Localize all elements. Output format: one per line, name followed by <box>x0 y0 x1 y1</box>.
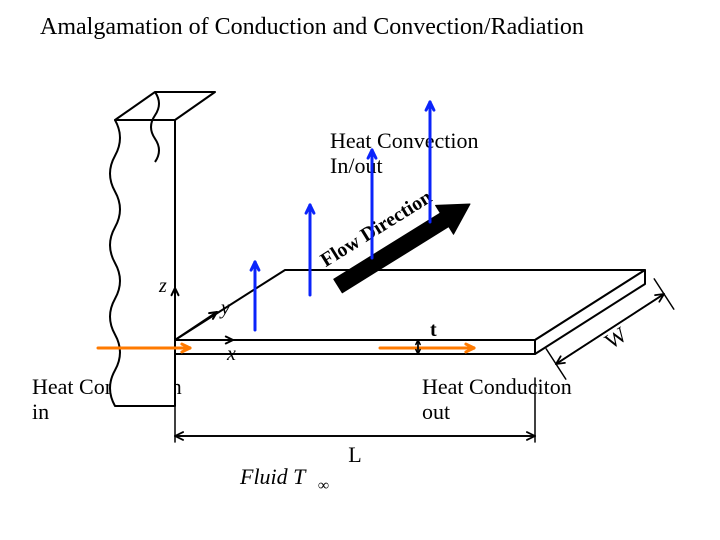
svg-text:t: t <box>430 319 437 341</box>
svg-text:L: L <box>348 442 361 467</box>
figure-svg: zxyFlow DirectiontLWFluid T∞ <box>0 0 720 540</box>
svg-text:Fluid T: Fluid T <box>239 464 307 489</box>
svg-text:∞: ∞ <box>318 477 329 494</box>
svg-text:y: y <box>219 297 230 319</box>
diagram-stage: Amalgamation of Conduction and Convectio… <box>0 0 720 540</box>
svg-text:x: x <box>226 343 236 365</box>
svg-text:z: z <box>158 275 167 297</box>
svg-text:W: W <box>600 322 631 354</box>
